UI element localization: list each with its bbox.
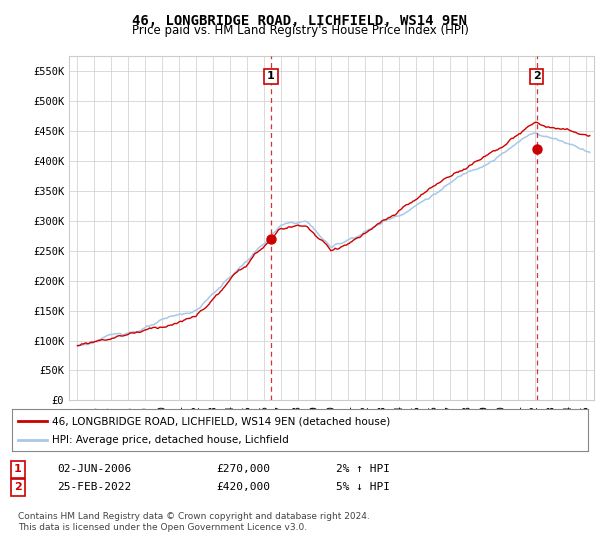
Text: 46, LONGBRIDGE ROAD, LICHFIELD, WS14 9EN (detached house): 46, LONGBRIDGE ROAD, LICHFIELD, WS14 9EN… [52,417,391,426]
Text: Contains HM Land Registry data © Crown copyright and database right 2024.
This d: Contains HM Land Registry data © Crown c… [18,512,370,532]
Text: 1: 1 [14,464,22,474]
Text: £270,000: £270,000 [216,464,270,474]
Text: 1: 1 [267,72,275,82]
Text: 2% ↑ HPI: 2% ↑ HPI [336,464,390,474]
Text: Price paid vs. HM Land Registry's House Price Index (HPI): Price paid vs. HM Land Registry's House … [131,24,469,37]
Text: 02-JUN-2006: 02-JUN-2006 [57,464,131,474]
Text: 46, LONGBRIDGE ROAD, LICHFIELD, WS14 9EN: 46, LONGBRIDGE ROAD, LICHFIELD, WS14 9EN [133,14,467,28]
Text: 25-FEB-2022: 25-FEB-2022 [57,482,131,492]
Text: 2: 2 [533,72,541,82]
Text: £420,000: £420,000 [216,482,270,492]
Text: 5% ↓ HPI: 5% ↓ HPI [336,482,390,492]
Text: HPI: Average price, detached house, Lichfield: HPI: Average price, detached house, Lich… [52,435,289,445]
Text: 2: 2 [14,482,22,492]
